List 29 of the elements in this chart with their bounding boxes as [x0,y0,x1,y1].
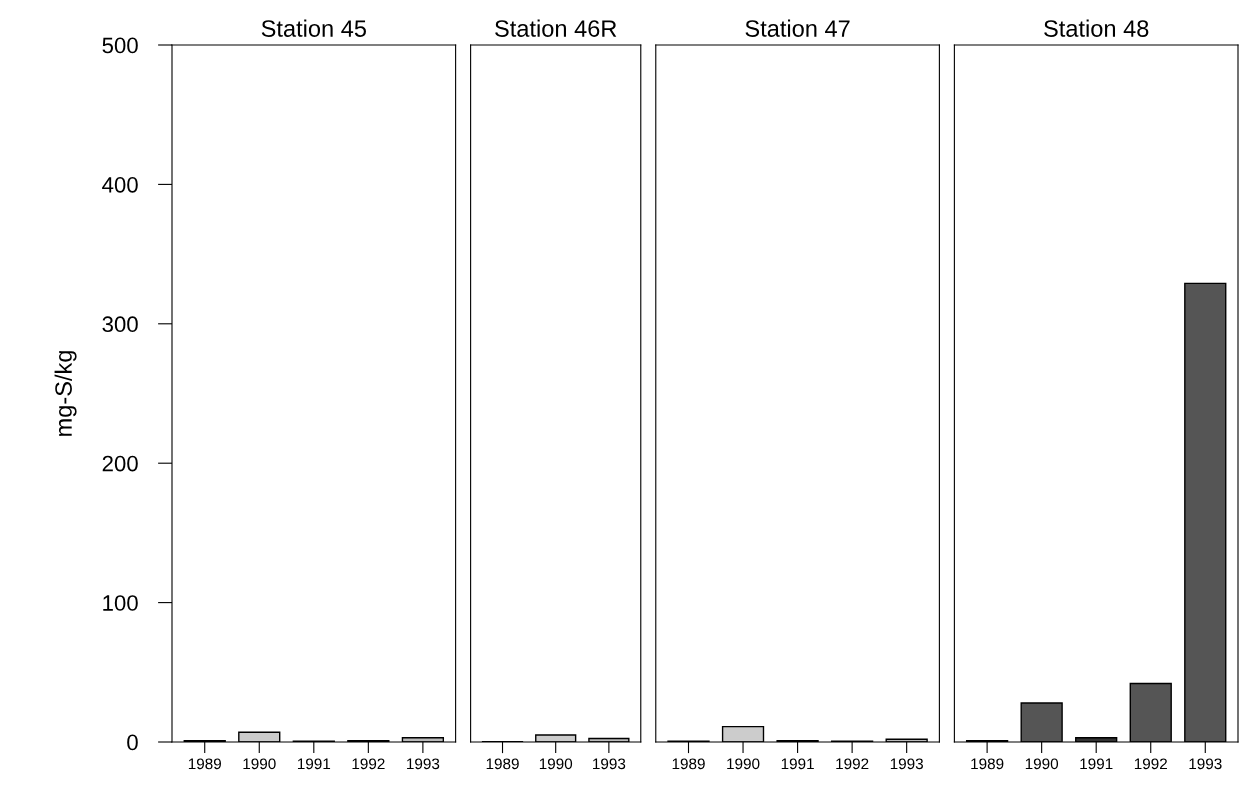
x-tick-label: 1989 [971,758,1004,770]
y-tick-label: 300 [102,316,138,333]
x-tick-label: 1992 [1134,758,1167,770]
x-tick-label: 1993 [890,758,923,770]
x-tick-label: 1992 [836,758,869,770]
x-tick-label: 1992 [352,758,385,770]
y-tick-label: 400 [102,176,138,193]
x-tick-label: 1993 [407,758,440,770]
chart-title: Station 48 [1044,19,1149,37]
x-tick-label: 1993 [593,758,626,770]
y-tick-label: 0 [127,734,138,751]
x-tick-label: 1989 [486,758,519,770]
chart-title: Station 47 [745,19,850,37]
chart-title: Station 45 [261,19,366,37]
x-tick-label: 1991 [1080,758,1113,770]
x-tick-label: 1989 [188,758,221,770]
x-tick-label: 1991 [297,758,331,770]
chart-title: Station 46R [495,19,617,37]
y-tick-label: 500 [102,37,138,54]
x-tick-label: 1989 [672,758,705,770]
x-tick-label: 1990 [1025,758,1059,770]
y-tick-label: 100 [103,595,138,611]
x-tick-label: 1990 [539,758,573,770]
x-tick-label: 1993 [1189,758,1222,770]
y-axis-title: mg-S/kg [54,351,77,436]
x-tick-label: 1990 [243,758,276,770]
x-tick-label: 1990 [727,758,760,770]
y-tick-label: 200 [102,455,138,472]
x-tick-label: 1991 [781,758,814,770]
